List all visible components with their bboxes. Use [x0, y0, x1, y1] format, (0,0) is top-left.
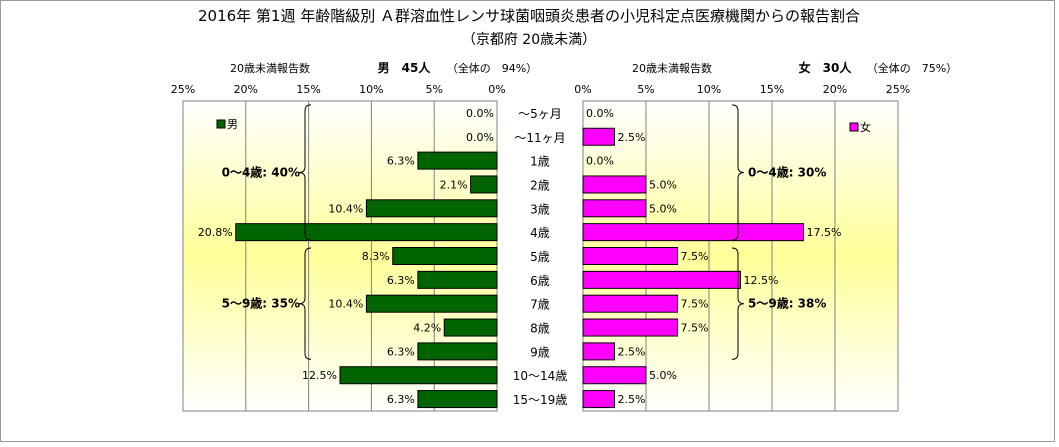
female-header-share: （全体の 75%）: [867, 61, 957, 75]
group-brace: [298, 247, 312, 360]
age-category-label: 7歳: [530, 298, 550, 312]
group-brace: [731, 104, 745, 241]
male-data-label: 20.8%: [198, 226, 233, 239]
female-data-label: 2.5%: [618, 131, 646, 144]
male-data-label: 10.4%: [328, 202, 363, 215]
male-header-label: 20歳未満報告数: [230, 62, 310, 75]
group-brace: [731, 247, 745, 360]
age-category-label: 15～19歳: [513, 393, 568, 407]
female-bar: [582, 270, 741, 289]
male-header-count: 男 45人: [378, 60, 432, 75]
age-category-label: 4歳: [530, 226, 550, 240]
male-tick-label: 0%: [488, 83, 505, 96]
age-category-label: 9歳: [530, 345, 550, 359]
male-data-label: 4.2%: [413, 322, 441, 335]
female-bar: [582, 223, 804, 242]
male-bar: [417, 270, 498, 289]
group-label: 5～9歳: 38%: [748, 296, 826, 311]
male-data-label: 2.1%: [440, 178, 468, 191]
female-data-label: 7.5%: [681, 322, 709, 335]
age-category-label: 10～14歳: [513, 369, 568, 383]
female-data-label: 17.5%: [807, 226, 842, 239]
female-tick-label: 0%: [574, 83, 591, 96]
chart-subtitle: （京都府 20歳未満）: [462, 32, 596, 48]
male-bar: [235, 223, 498, 242]
female-data-label: 7.5%: [681, 250, 709, 263]
female-bar: [582, 390, 615, 409]
female-tick-label: 20%: [823, 83, 847, 96]
male-data-label: 6.3%: [387, 274, 415, 287]
male-tick-label: 5%: [425, 83, 442, 96]
female-data-label: 5.0%: [649, 369, 677, 382]
female-data-label: 2.5%: [618, 345, 646, 358]
age-category-label: 6歳: [530, 274, 550, 288]
age-category-label: 8歳: [530, 322, 550, 336]
female-plot-area: 0% 5% 10% 15% 20% 25% 0.0% 2.5% 0.0% 5.0% 5.0% 17.5…: [574, 83, 910, 412]
male-tick-label: 20%: [234, 83, 258, 96]
female-data-label: 12.5%: [744, 274, 779, 287]
female-bar: [582, 366, 647, 385]
male-bar: [470, 175, 498, 194]
chart-title: 2016年 第1週 年齢階級別 Ａ群溶血性レンサ球菌咽頭炎患者の小児科定点医療機…: [198, 7, 860, 25]
male-bar: [443, 318, 498, 337]
female-bar: [582, 294, 678, 313]
male-bar: [417, 342, 498, 361]
male-plot-area: 25% 20% 15% 10% 5% 0% 0.0% 0.0% 6.3% 2.1% 10.4% 20.…: [171, 83, 506, 412]
female-legend-label: 女: [860, 120, 871, 134]
male-data-label: 0.0%: [466, 107, 494, 120]
male-bar: [339, 366, 498, 385]
group-brace: [298, 104, 312, 241]
male-legend-label: 男: [227, 118, 238, 131]
male-legend-swatch: [216, 119, 226, 129]
female-header-label: 20歳未満報告数: [632, 62, 712, 75]
female-data-label: 7.5%: [681, 298, 709, 311]
male-data-label: 12.5%: [302, 369, 337, 382]
male-tick-label: 15%: [296, 83, 320, 96]
female-data-label: 0.0%: [586, 155, 614, 168]
male-bar: [365, 294, 498, 313]
female-bar: [582, 127, 615, 146]
group-annotations: 0～4歳: 40% 5～9歳: 35% 0～4歳: 30% 5～9歳: 38%: [222, 104, 826, 360]
female-bar: [582, 318, 678, 337]
female-tick-label: 15%: [760, 83, 784, 96]
female-bar: [582, 247, 678, 265]
female-data-label: 2.5%: [618, 393, 646, 406]
female-bar: [582, 342, 615, 361]
female-data-label: 5.0%: [649, 202, 677, 215]
female-data-label: 0.0%: [586, 107, 614, 120]
female-bar: [582, 199, 647, 218]
male-data-label: 8.3%: [362, 250, 390, 263]
male-bar: [417, 151, 498, 170]
female-header-count: 女 30人: [799, 60, 853, 75]
age-category-labels: ～5ヶ月 ～11ヶ月 1歳 2歳 3歳 4歳 5歳 6歳 7歳 8歳 9歳 10～14歳 15～19歳: [513, 107, 568, 407]
female-tick-label: 5%: [637, 83, 654, 96]
group-label: 0～4歳: 30%: [748, 165, 826, 180]
age-category-label: 3歳: [530, 202, 550, 216]
group-label: 5～9歳: 35%: [222, 296, 300, 311]
group-label: 0～4歳: 40%: [222, 165, 300, 180]
male-data-label: 6.3%: [387, 155, 415, 168]
male-data-label: 0.0%: [466, 131, 494, 144]
male-bar: [417, 390, 498, 409]
female-tick-label: 10%: [697, 83, 721, 96]
male-data-label: 6.3%: [387, 393, 415, 406]
female-legend-swatch: [849, 122, 859, 132]
male-data-label: 10.4%: [328, 298, 363, 311]
male-header-share: （全体の 94%）: [447, 61, 537, 75]
female-tick-label: 25%: [886, 83, 910, 96]
female-bar: [582, 175, 647, 194]
age-category-label: ～5ヶ月: [518, 107, 562, 121]
age-category-label: ～11ヶ月: [514, 131, 565, 145]
age-category-label: 1歳: [530, 155, 550, 169]
male-bar: [392, 247, 498, 265]
male-tick-label: 25%: [171, 83, 195, 96]
female-data-label: 5.0%: [649, 178, 677, 191]
male-tick-label: 10%: [359, 83, 383, 96]
male-data-label: 6.3%: [387, 345, 415, 358]
age-category-label: 5歳: [530, 250, 550, 264]
male-bar: [365, 199, 498, 218]
age-category-label: 2歳: [530, 178, 550, 192]
